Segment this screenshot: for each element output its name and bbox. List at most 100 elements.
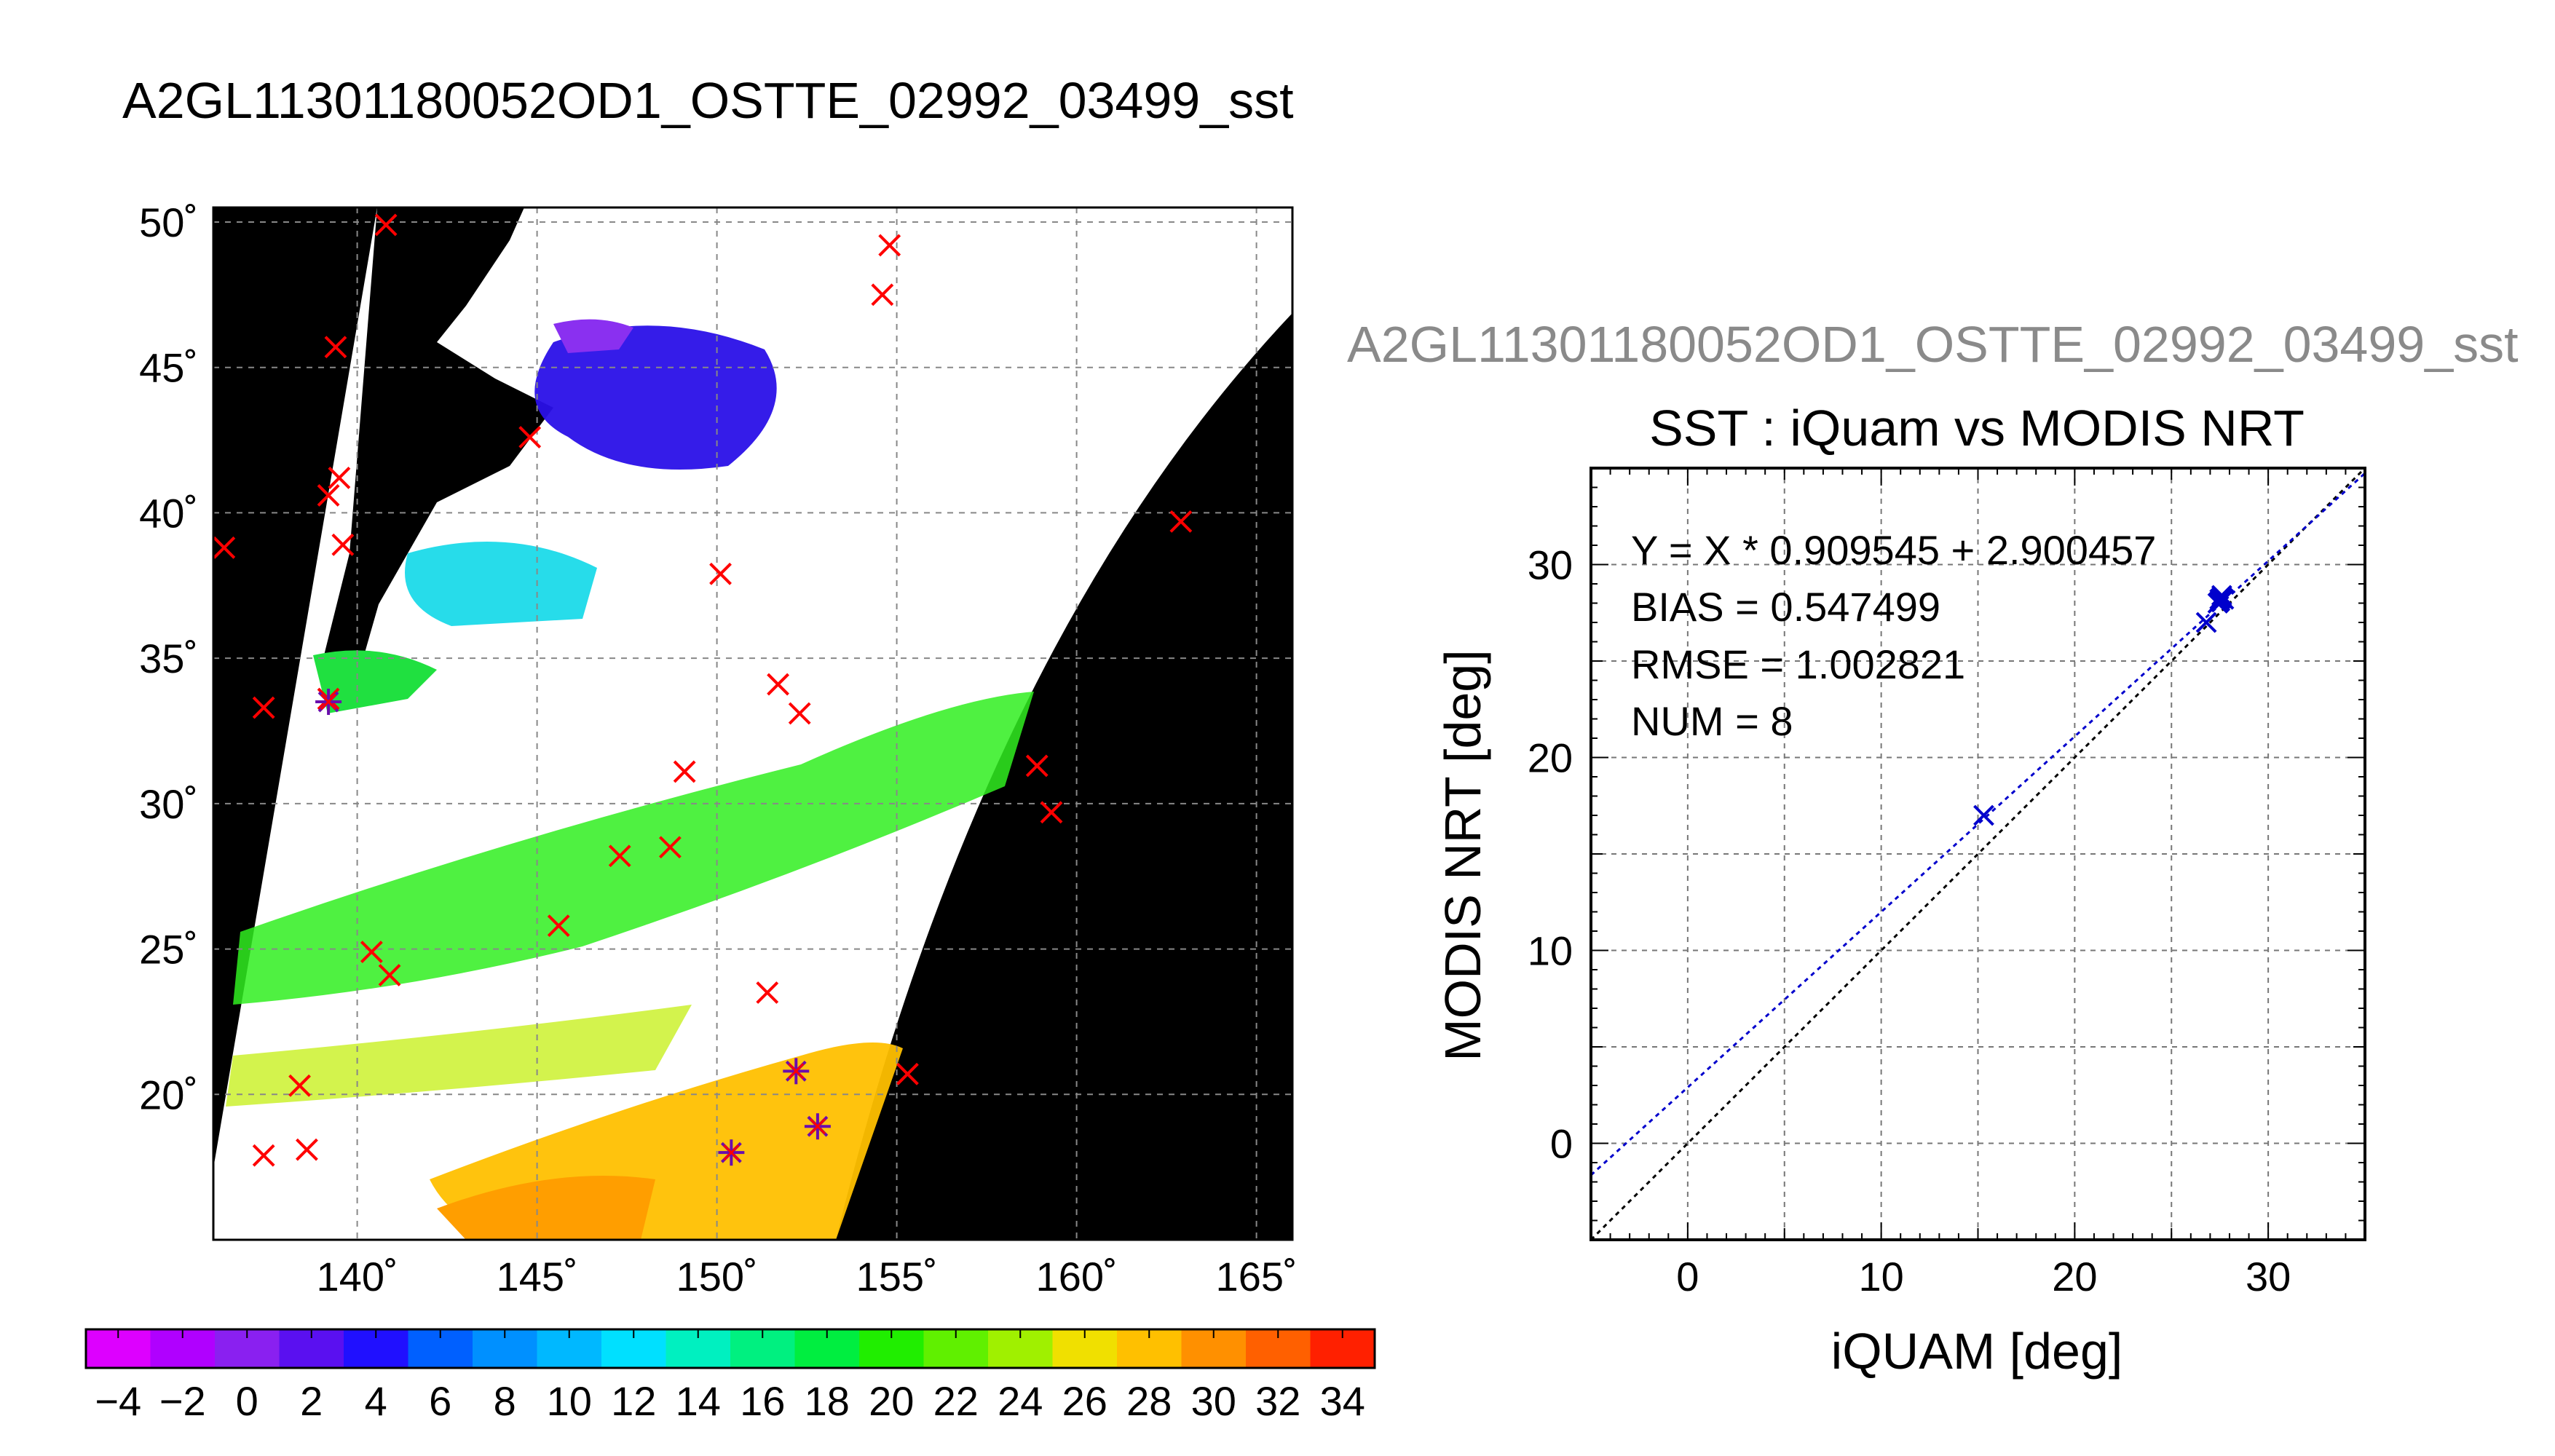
map-marker-x [252, 696, 275, 719]
map-marker-x [324, 336, 347, 359]
map-marker-star-red [788, 1063, 805, 1080]
scatter-figure-title: A2GL11301180052OD1_OSTTE_02992_03499_sst [1347, 316, 2519, 373]
map-title: A2GL11301180052OD1_OSTTE_02992_03499_sst [122, 72, 1294, 129]
scatter-y-tick-labels: 0 10 20 30 [1528, 542, 1573, 1167]
map-marker-x [547, 914, 570, 938]
sst-patch-green-north [313, 650, 437, 713]
sst-patch-cold [534, 325, 777, 470]
colorbar-tick-label: 2 [300, 1378, 323, 1424]
map-y-tick-label: 40˚ [139, 490, 198, 536]
map-marker-x [709, 562, 732, 585]
map-y-tick-label: 50˚ [139, 199, 198, 245]
map-y-tick-label: 25˚ [139, 927, 198, 973]
sst-patch-orange [437, 1176, 655, 1240]
map-y-tick-label: 45˚ [139, 345, 198, 391]
colorbar-tick-label: 0 [236, 1378, 258, 1424]
map-marker-star [315, 689, 342, 716]
map-marker-x [374, 213, 398, 237]
colorbar-tick-label: 32 [1255, 1378, 1300, 1424]
map-marker-star [804, 1113, 831, 1140]
stats-rmse: RMSE = 1.002821 [1631, 641, 1965, 687]
colorbar-tick-label: 6 [429, 1378, 451, 1424]
map-marker-star [718, 1139, 745, 1166]
map-marker-star-red [723, 1144, 740, 1161]
scatter-y-tick-label: 10 [1528, 928, 1573, 974]
map-marker-star-red [320, 693, 337, 711]
scatter-point [2211, 585, 2232, 606]
colorbar-tick-label: 20 [869, 1378, 914, 1424]
map-x-tick-label: 160˚ [1036, 1254, 1118, 1299]
map-x-tick-label: 150˚ [676, 1254, 758, 1299]
map-marker-x [767, 673, 789, 696]
map-marker-x [296, 1138, 318, 1161]
colorbar-frame [84, 1328, 1376, 1369]
map-marker-x [378, 964, 401, 986]
colorbar-tick-label: 26 [1062, 1378, 1107, 1424]
scatter-x-tick-label: 20 [2052, 1254, 2097, 1299]
sst-patch-cyan [405, 542, 597, 626]
colorbar-tick-label: −4 [95, 1378, 141, 1424]
scatter-point [2195, 612, 2217, 633]
sst-patch-purple [553, 319, 633, 353]
colorbar-tick-label: 12 [611, 1378, 656, 1424]
colorbar-tick-label: 16 [740, 1378, 785, 1424]
colorbar-tick-label: 30 [1191, 1378, 1236, 1424]
scatter-panel: Y = X * 0.909545 + 2.900457 BIAS = 0.547… [1590, 467, 2366, 1241]
map-x-tick-label: 145˚ [497, 1254, 578, 1299]
map-x-tick-labels: 140˚ 145˚ 150˚ 155˚ 160˚ 165˚ [317, 1254, 1298, 1299]
map-marker-x [756, 981, 779, 1004]
scatter-points [1973, 585, 2235, 826]
scatter-title: SST : iQuam vs MODIS NRT [1649, 400, 2305, 456]
map-marker-x [328, 467, 351, 489]
map-marker-x [360, 941, 383, 963]
map-x-tick-label: 140˚ [317, 1254, 398, 1299]
sst-band-green [233, 692, 1034, 1005]
scatter-grid [1591, 468, 2365, 1240]
map-marker-x [788, 702, 811, 725]
identity-line [1591, 468, 2365, 1240]
colorbar-tick-label: 18 [805, 1378, 850, 1424]
map-marker-x [1025, 754, 1049, 778]
colorbar-tick-label: 8 [494, 1378, 516, 1424]
map-marker-x [331, 533, 355, 556]
colorbar-tick-label: 14 [676, 1378, 721, 1424]
colorbar-tick-label: 28 [1126, 1378, 1172, 1424]
scatter-x-tick-labels: 0 10 20 30 [1676, 1254, 2291, 1299]
scatter-y-tick-label: 30 [1528, 542, 1573, 588]
scatter-ticks [1590, 467, 2366, 1241]
map-marker-x [213, 536, 236, 559]
scatter-y-tick-label: 0 [1550, 1121, 1573, 1167]
scatter-x-tick-label: 30 [2246, 1254, 2291, 1299]
colorbar-tick-label: 10 [547, 1378, 592, 1424]
map-grid [213, 207, 1292, 1240]
map-marker-x [673, 760, 696, 783]
map-y-tick-label: 20˚ [139, 1072, 198, 1117]
map-marker-x [317, 484, 340, 507]
map-marker-x [896, 1062, 919, 1085]
land-mass [320, 207, 553, 699]
map-y-tick-labels: 20˚ 25˚ 30˚ 35˚ 40˚ 45˚ 50˚ [139, 199, 198, 1117]
colorbar-tick-labels: −4 −2 0 2 4 6 8 10 12 14 16 18 20 22 24 26 28 30 32 34 [95, 1329, 1365, 1424]
stats-num: NUM = 8 [1631, 698, 1793, 744]
map-y-tick-label: 35˚ [139, 636, 198, 681]
scatter-y-tick-label: 20 [1528, 735, 1573, 781]
map-marker-x [608, 844, 631, 868]
map-x-tick-label: 165˚ [1216, 1254, 1298, 1299]
map-marker-x [658, 836, 682, 859]
map-marker-x [1040, 801, 1063, 824]
map-y-tick-label: 30˚ [139, 781, 198, 827]
colorbar-tick-label: 4 [365, 1378, 387, 1424]
colorbar-tick-label: 34 [1320, 1378, 1365, 1424]
scatter-x-axis-label: iQUAM [deg] [1831, 1323, 2123, 1380]
colorbar-tick-label: −2 [159, 1378, 206, 1424]
map-panel [212, 206, 1294, 1241]
colorbar-tick-label: 24 [998, 1378, 1043, 1424]
stats-bias: BIAS = 0.547499 [1631, 584, 1940, 630]
map-x-tick-label: 155˚ [856, 1254, 938, 1299]
sst-band-yellow [226, 1005, 692, 1107]
map-marker-star [783, 1058, 810, 1085]
map-markers [213, 213, 1193, 1167]
map-marker-x [288, 1074, 311, 1097]
map-marker-star-red [809, 1118, 826, 1135]
